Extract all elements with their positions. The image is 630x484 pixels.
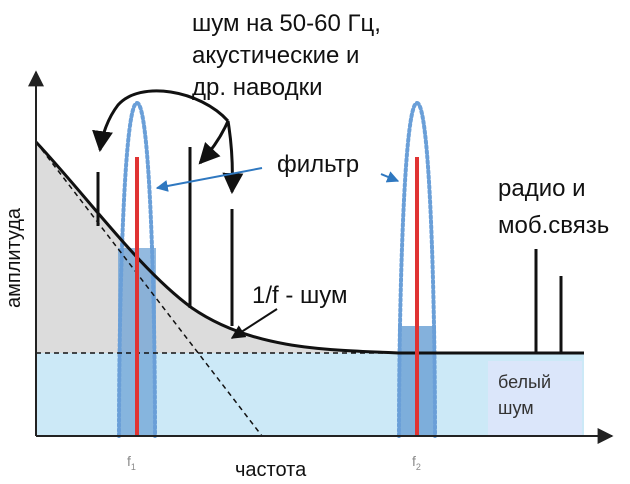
filter-arrow-f2 xyxy=(380,171,400,183)
interference-arrow xyxy=(198,120,230,165)
white-noise-label-line-1: белый xyxy=(498,372,551,392)
pink-noise-label: 1/f - шум xyxy=(252,282,348,309)
radio-label-line-2: моб.связь xyxy=(498,212,609,239)
interference-label-line-2: акустические и xyxy=(192,42,359,69)
interference-arrow xyxy=(222,120,244,195)
filter-arrow-f1 xyxy=(155,167,263,192)
filter-envelope-f1 xyxy=(117,100,157,438)
pink-noise-asymptote xyxy=(35,141,263,437)
y-axis-label: амплитуда xyxy=(3,207,25,308)
white-noise-label-line-2: шум xyxy=(498,398,534,418)
pink-noise-curve xyxy=(34,140,584,355)
f2-tick-label: f2 xyxy=(412,453,421,472)
filter-label: фильтр xyxy=(277,151,359,178)
f1-tick-label: f1 xyxy=(127,453,136,472)
white-noise-label-box xyxy=(488,361,582,435)
x-axis-label: частота xyxy=(235,459,307,481)
interference-arrow xyxy=(92,89,230,153)
pink-noise-arrow xyxy=(230,308,278,339)
radio-label-line-1: радио и xyxy=(498,175,586,202)
filter-envelope-f2 xyxy=(397,100,437,438)
interference-label-line-1: шум на 50-60 Гц, xyxy=(192,10,381,37)
interference-label-line-3: др. наводки xyxy=(192,74,323,101)
